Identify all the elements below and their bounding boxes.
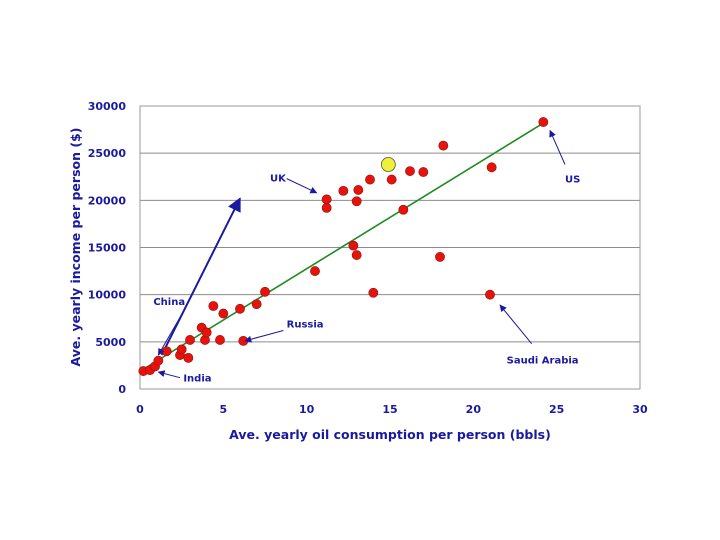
- annotation-label-uk: UK: [270, 173, 287, 184]
- data-point: [351, 196, 362, 207]
- data-point: [201, 327, 212, 338]
- annotation-arrow-russia: [244, 330, 284, 343]
- annotation-arrow-uk: [286, 178, 318, 194]
- trendline-layer: [144, 121, 546, 369]
- data-point: [310, 266, 320, 276]
- data-point: [161, 346, 172, 357]
- x-tick-label: 20: [466, 403, 482, 416]
- y-tick-label: 25000: [88, 147, 127, 160]
- data-point: [368, 287, 379, 298]
- data-point: [365, 174, 375, 185]
- data-point: [208, 301, 219, 311]
- annotation-label-saudi-arabia: Saudi Arabia: [507, 356, 579, 367]
- data-point: [321, 194, 332, 205]
- y-tick-label: 30000: [88, 100, 127, 113]
- y-tick-label: 5000: [95, 336, 126, 349]
- data-point: [486, 162, 497, 173]
- x-tick-label: 5: [220, 403, 228, 416]
- data-point: [321, 202, 332, 213]
- annotation-arrow-us: [549, 129, 566, 165]
- annotation-arrow-india: [157, 370, 181, 379]
- data-point: [251, 299, 262, 309]
- x-tick-label: 15: [382, 403, 397, 416]
- plot-area-frame: [139, 105, 641, 390]
- data-point: [398, 204, 409, 215]
- annotation-label-us: US: [565, 174, 580, 185]
- x-axis-ticks: 0 5 10 15 20 25 30: [136, 403, 648, 416]
- x-tick-label: 30: [632, 403, 648, 416]
- y-tick-label: 10000: [88, 289, 127, 302]
- annotation-arrow-saudi-arabia: [499, 304, 533, 345]
- y-tick-label: 15000: [88, 242, 127, 255]
- data-point: [260, 286, 270, 297]
- data-point: [485, 289, 495, 300]
- data-point: [185, 335, 195, 345]
- y-axis-ticks: 0 5000 10000 15000 20000 25000 30000: [88, 100, 127, 396]
- x-tick-label: 0: [136, 403, 144, 416]
- data-point: [386, 174, 397, 185]
- data-point: [348, 240, 359, 251]
- x-tick-label: 25: [549, 403, 564, 416]
- annotation-label-china: China: [153, 297, 185, 308]
- x-tick-label: 10: [299, 403, 315, 416]
- annotation-label-india: India: [183, 373, 211, 384]
- annotations-layer: China India Russia UK US Saudi Arabia: [153, 129, 580, 384]
- data-point: [215, 335, 225, 345]
- data-point: [405, 166, 415, 176]
- data-point: [153, 355, 164, 366]
- data-point: [353, 185, 364, 195]
- highlighted-data-point: [380, 157, 396, 172]
- data-point: [435, 252, 445, 262]
- data-point: [538, 117, 549, 127]
- data-point: [176, 344, 187, 355]
- trendline: [144, 121, 546, 369]
- data-point: [438, 140, 449, 151]
- annotation-label-russia: Russia: [287, 320, 324, 331]
- data-point: [183, 352, 194, 363]
- data-point: [218, 308, 229, 319]
- y-tick-label: 20000: [88, 194, 127, 207]
- data-point: [338, 185, 349, 196]
- data-point: [235, 303, 245, 314]
- y-axis-label: Ave. yearly income per person ($): [68, 128, 83, 367]
- income-growth-arrow: [160, 197, 241, 356]
- data-point: [418, 167, 429, 177]
- annotation-arrow-china: [157, 311, 184, 356]
- data-point: [351, 250, 362, 260]
- y-tick-label: 0: [118, 383, 126, 396]
- x-axis-label: Ave. yearly oil consumption per person (…: [229, 427, 551, 442]
